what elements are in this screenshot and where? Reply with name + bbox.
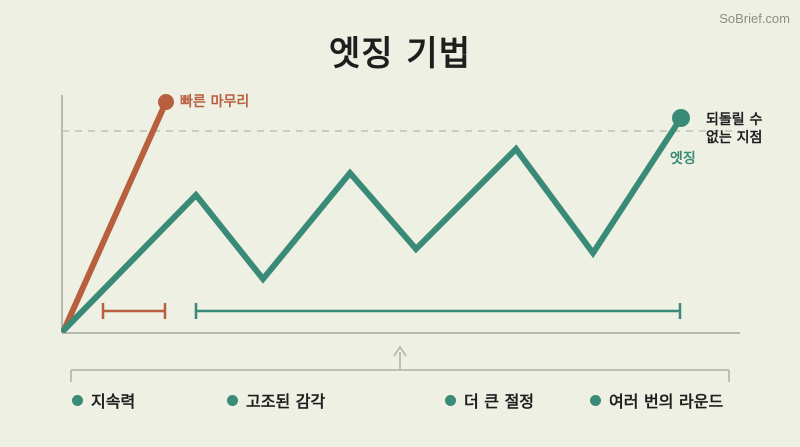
legend-item-heightened-sensation: 고조된 감각 xyxy=(227,388,325,412)
legend-bracket xyxy=(70,369,730,382)
point-of-no-return-line1: 되돌릴 수 xyxy=(706,112,763,128)
legend-label: 여러 번의 라운드 xyxy=(609,392,724,411)
legend-dot-icon xyxy=(445,394,456,406)
edging-endpoint xyxy=(672,109,690,127)
edging-duration-bracket xyxy=(194,303,682,319)
legend-dot-icon xyxy=(590,394,601,406)
legend-item-multiple-rounds: 여러 번의 라운드 xyxy=(590,388,723,412)
legend-item-bigger-climax: 더 큰 절정 xyxy=(445,388,534,412)
quick-finish-endpoint xyxy=(158,94,174,110)
point-of-no-return-label: 되돌릴 수 없는 지점 xyxy=(706,111,762,147)
diagram-title: 엣징 기법 xyxy=(329,34,471,74)
legend-label: 더 큰 절정 xyxy=(464,392,535,411)
quick-finish-line xyxy=(61,99,169,333)
legend-dot-icon xyxy=(227,394,238,406)
watermark: SoBrief.com xyxy=(719,11,790,26)
legend-label: 고조된 감각 xyxy=(246,392,326,411)
quick-finish-label: 빠른 마무리 xyxy=(180,94,250,110)
arrow-up-icon xyxy=(393,345,407,370)
legend-dot-icon xyxy=(72,394,83,406)
legend-label: 지속력 xyxy=(91,392,136,411)
edging-label: 엣징 xyxy=(670,151,696,167)
legend-item-endurance: 지속력 xyxy=(72,388,135,412)
point-of-no-return-line2: 없는 지점 xyxy=(706,130,763,146)
quick-duration-bracket xyxy=(101,303,167,319)
edging-line xyxy=(61,115,684,333)
